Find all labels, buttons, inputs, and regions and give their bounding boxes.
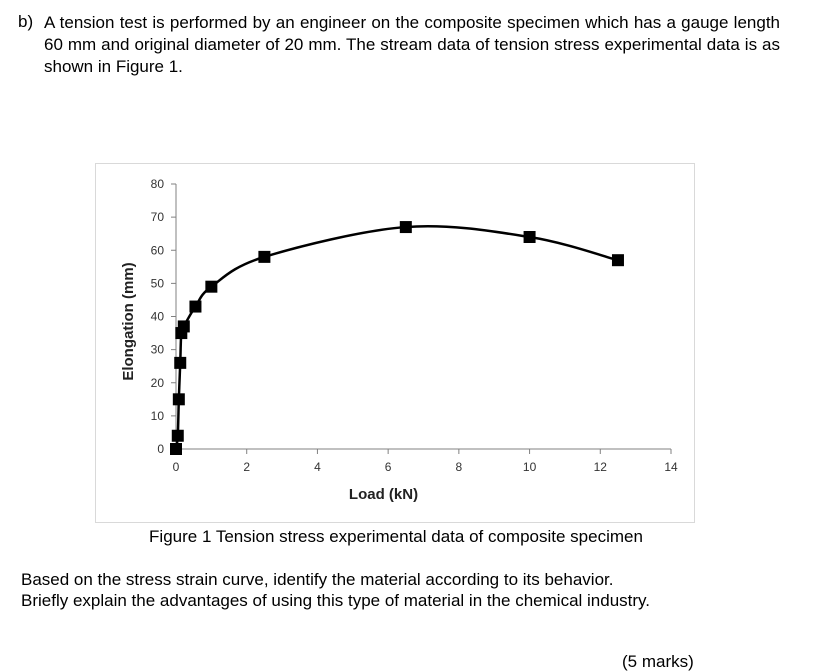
series-line: [174, 225, 619, 450]
x-tick-label: 8: [456, 460, 463, 474]
y-tick-label: 50: [151, 276, 165, 290]
y-tick-label: 80: [151, 177, 165, 191]
y-tick-label: 0: [157, 442, 164, 456]
chart-svg: 0 2 4 6 8 10 12 14 0 10 20 30 40 50 60 70 80 Load (kN) Elo…: [120, 177, 678, 503]
x-tick-label: 2: [243, 460, 250, 474]
y-axis-label: Elongation (mm): [120, 262, 137, 380]
question-text: A tension test is performed by an engine…: [44, 13, 780, 76]
x-tick-label: 4: [314, 460, 321, 474]
marks-label: (5 marks): [622, 652, 694, 671]
data-point-marker: [205, 280, 218, 293]
data-point-marker: [174, 356, 187, 369]
data-point-marker: [523, 231, 536, 243]
instruction-line-1: Based on the stress strain curve, identi…: [21, 570, 614, 589]
x-tick-label: 12: [594, 460, 608, 474]
data-point-marker: [189, 300, 202, 313]
y-tick-label: 30: [151, 343, 165, 357]
question-label: b): [18, 12, 34, 31]
data-point-marker: [170, 443, 182, 455]
x-tick-label: 14: [664, 460, 678, 474]
y-tick-label: 70: [151, 210, 165, 224]
x-tick-label: 10: [523, 460, 537, 474]
data-point-marker: [177, 320, 190, 333]
instruction-line-2: Briefly explain the advantages of using …: [21, 591, 651, 610]
data-point-marker: [399, 221, 412, 234]
x-tick-label: 0: [173, 460, 180, 474]
y-tick-label: 40: [151, 310, 165, 324]
data-point-marker: [611, 254, 624, 267]
y-tick-label: 10: [151, 409, 165, 423]
figure-1-chart: 0 2 4 6 8 10 12 14 0 10 20 30 40 50 60 70 80 Load (kN) Elo…: [95, 163, 695, 523]
x-axis-label: Load (kN): [349, 486, 418, 503]
x-tick-label: 6: [385, 460, 392, 474]
figure-caption: Figure 1 Tension stress experimental dat…: [149, 527, 643, 546]
y-tick-label: 60: [151, 243, 165, 257]
data-point-marker: [171, 429, 184, 442]
y-tick-label: 20: [151, 376, 165, 390]
instructions: Based on the stress strain curve, identi…: [21, 569, 650, 611]
data-point-marker: [172, 393, 185, 406]
data-point-marker: [258, 250, 271, 263]
